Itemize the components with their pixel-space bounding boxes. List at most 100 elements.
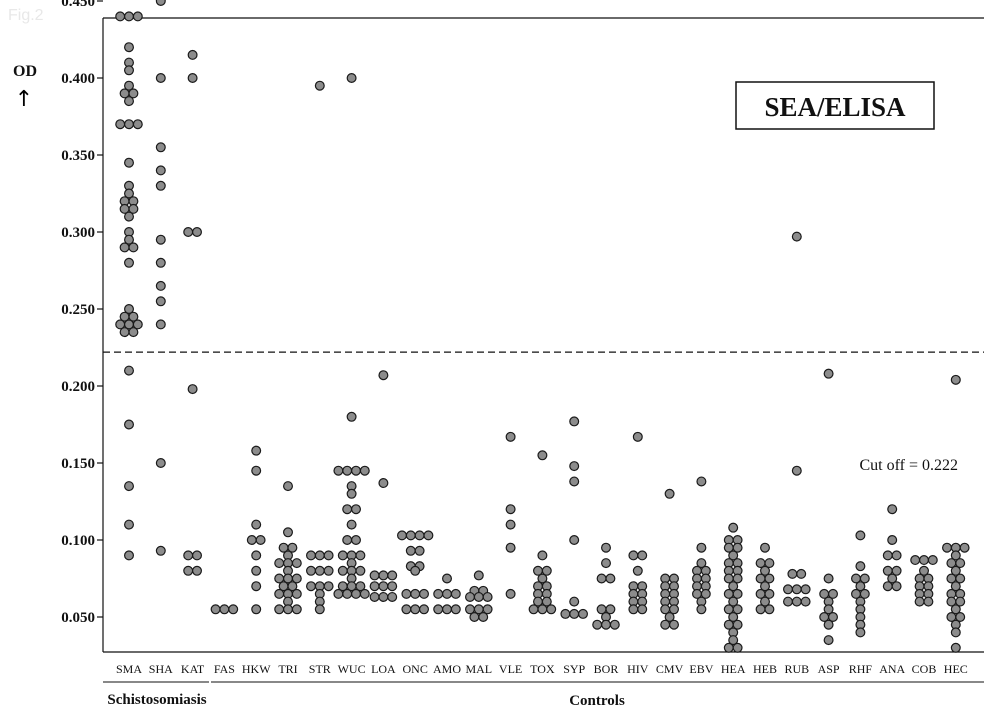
data-point-loa <box>387 570 398 581</box>
data-point-hec <box>955 611 966 622</box>
category-label-onc: ONC <box>403 662 428 676</box>
data-point-onc <box>419 604 430 615</box>
data-point-sma <box>123 157 134 168</box>
data-point-hec <box>950 581 961 592</box>
data-point-str <box>314 604 325 615</box>
cutoff-label: Cut off = 0.222 <box>859 457 958 474</box>
data-point-kat <box>192 565 203 576</box>
data-point-heb <box>759 596 770 607</box>
data-point-cob <box>918 565 929 576</box>
data-point-asp <box>823 635 834 646</box>
data-point-tox <box>537 604 548 615</box>
category-label-ebv: EBV <box>689 662 713 676</box>
data-point-vle <box>505 504 516 515</box>
data-point-sma <box>128 88 139 99</box>
data-point-loa <box>369 581 380 592</box>
category-label-hiv: HIV <box>627 662 649 676</box>
data-point-hiv <box>628 550 639 561</box>
axes <box>102 17 984 653</box>
data-point-rub <box>782 584 793 595</box>
data-point-str <box>323 565 334 576</box>
data-point-sma <box>123 481 134 492</box>
category-label-rub: RUB <box>784 662 809 676</box>
data-point-hkw <box>246 534 257 545</box>
data-point-onc <box>397 530 408 541</box>
data-point-wuc <box>346 411 357 422</box>
data-point-rub <box>791 231 802 242</box>
category-label-cob: COB <box>912 662 937 676</box>
data-point-mal <box>482 591 493 602</box>
data-point-tri <box>287 581 298 592</box>
data-point-sma <box>123 519 134 530</box>
category-label-hec: HEC <box>944 662 968 676</box>
data-point-syp <box>569 596 580 607</box>
data-point-sma <box>115 119 126 130</box>
data-point-amo <box>433 604 444 615</box>
data-point-wuc <box>337 550 348 561</box>
data-point-hkw <box>251 465 262 476</box>
data-point-kat <box>187 72 198 83</box>
data-point-sma <box>128 203 139 214</box>
data-point-hiv <box>632 431 643 442</box>
chart-title-box: SEA/ELISA <box>735 81 935 130</box>
data-point-onc <box>410 565 421 576</box>
data-point-hec <box>950 604 961 615</box>
data-point-amo <box>450 588 461 599</box>
data-point-tri <box>283 481 294 492</box>
data-point-wuc <box>346 488 357 499</box>
data-point-sha <box>155 296 166 307</box>
category-labels: SMA SHA KAT FAS HKW TRI STR WUC LOA ONC AMO MAL VLE T… <box>116 662 968 676</box>
data-point-str <box>314 550 325 561</box>
data-point-str <box>306 565 317 576</box>
data-point-bor <box>605 604 616 615</box>
data-point-ana <box>887 534 898 545</box>
category-label-fas: FAS <box>214 662 235 676</box>
data-point-hea <box>732 588 743 599</box>
data-point-sma <box>123 550 134 561</box>
data-point-sma <box>123 80 134 91</box>
data-point-ebv <box>700 588 711 599</box>
y-tick-label: 0.400 <box>61 71 95 87</box>
data-point-asp <box>823 368 834 379</box>
data-point-loa <box>378 570 389 581</box>
data-point-hea <box>732 542 743 553</box>
data-point-syp <box>569 461 580 472</box>
data-point-bor <box>600 558 611 569</box>
data-point-rub <box>791 596 802 607</box>
data-point-sma <box>123 234 134 245</box>
data-point-hea <box>728 596 739 607</box>
category-label-mal: MAL <box>465 662 492 676</box>
category-label-kat: KAT <box>181 662 205 676</box>
category-label-hea: HEA <box>721 662 746 676</box>
category-label-sha: SHA <box>149 662 173 676</box>
data-point-sma <box>123 42 134 53</box>
data-point-hkw <box>251 565 262 576</box>
data-point-ana <box>887 504 898 515</box>
data-point-sma <box>123 11 134 22</box>
data-point-sma <box>123 365 134 376</box>
category-label-hkw: HKW <box>242 662 271 676</box>
data-point-rub <box>787 568 798 579</box>
data-point-wuc <box>355 565 366 576</box>
data-point-hea <box>728 522 739 533</box>
data-point-tri <box>274 604 285 615</box>
category-label-loa: LOA <box>371 662 396 676</box>
chart-title: SEA/ELISA <box>764 92 906 122</box>
data-point-hea <box>728 550 739 561</box>
category-label-ana: ANA <box>879 662 905 676</box>
data-point-sha <box>155 545 166 556</box>
data-point-heb <box>759 565 770 576</box>
data-point-cmv <box>660 619 671 630</box>
data-point-hec <box>955 596 966 607</box>
data-point-loa <box>378 478 389 489</box>
data-point-hec <box>950 627 961 638</box>
data-point-wuc <box>359 465 370 476</box>
data-point-sma <box>132 119 143 130</box>
data-point-hea <box>732 604 743 615</box>
data-point-wuc <box>359 588 370 599</box>
data-point-hec <box>955 573 966 584</box>
title-frame <box>735 81 935 130</box>
data-points <box>115 0 970 653</box>
data-point-onc <box>410 588 421 599</box>
